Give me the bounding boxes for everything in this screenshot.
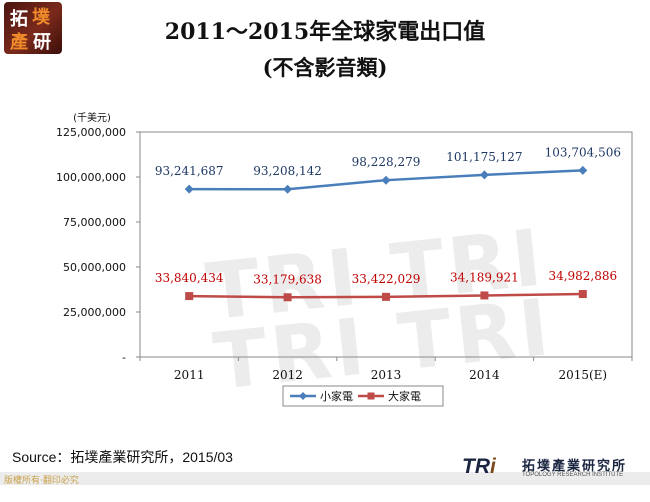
data-point [479,170,489,180]
chart-title: 2011～2015年全球家電出口值 [164,19,486,45]
legend-label: 大家電 [388,389,421,403]
chart-subtitle: (不含影音類) [262,55,388,80]
legend-marker [299,392,307,400]
logo-char: 研 [33,32,51,53]
data-point [381,175,391,185]
legend-label: 小家電 [320,389,353,403]
logo-char: 墣 [32,7,50,28]
logo-badge: 拓 墣 產 研 [4,2,62,54]
line-chart: (千美元) - 25,000,000 50,000,000 75,000,000 100,… [56,111,633,407]
x-tick-label: 2011 [174,368,205,382]
y-tick-label: 100,000,000 [56,171,126,184]
data-point [184,184,194,194]
y-tick-label: 50,000,000 [63,261,126,274]
data-point [480,291,489,300]
tri-logo-name-zh: 拓墣產業研究所 [522,459,628,474]
footer-bar [0,472,650,485]
data-point [185,292,194,301]
y-tick-label: 75,000,000 [63,216,126,229]
y-tick-label: 125,000,000 [56,126,126,139]
data-point [283,293,292,302]
data-label: 34,982,886 [548,269,617,283]
legend-marker [367,392,375,400]
data-label: 103,704,506 [545,145,621,159]
data-label: 101,175,127 [446,150,522,164]
x-tick-label: 2014 [469,368,500,382]
data-label: 33,179,638 [253,272,322,286]
data-point [578,165,588,175]
x-tick-label: 2012 [272,368,303,382]
data-label: 98,228,279 [352,155,421,169]
tri-logo-mark: TRi [462,455,496,478]
data-label: 93,241,687 [155,164,224,178]
y-axis-unit: (千美元) [73,111,111,124]
x-tick-label: 2013 [371,368,402,382]
data-label: 34,189,921 [450,270,519,284]
y-tick-label: - [122,351,126,364]
plot-area [139,131,633,358]
x-tick-label: 2015(E) [558,368,607,382]
logo-char: 產 [10,32,28,53]
data-label: 33,840,434 [155,271,224,285]
data-point [283,184,293,194]
copyright-notice: 版權所有‧翻印必究 [4,476,79,486]
tri-logo: TRi 拓墣產業研究所 TOPOLOGY RESEARCH INSTITUTE [462,455,647,485]
logo-char: 拓 [10,9,28,30]
y-tick-label: 25,000,000 [63,306,126,319]
source-note: Source：拓墣產業研究所，2015/03 [12,449,233,465]
data-point [578,290,587,299]
data-point [382,292,390,301]
tri-logo-name-en: TOPOLOGY RESEARCH INSTITUTE [522,472,624,478]
data-label: 93,208,142 [253,164,322,178]
data-label: 33,422,029 [352,272,421,286]
